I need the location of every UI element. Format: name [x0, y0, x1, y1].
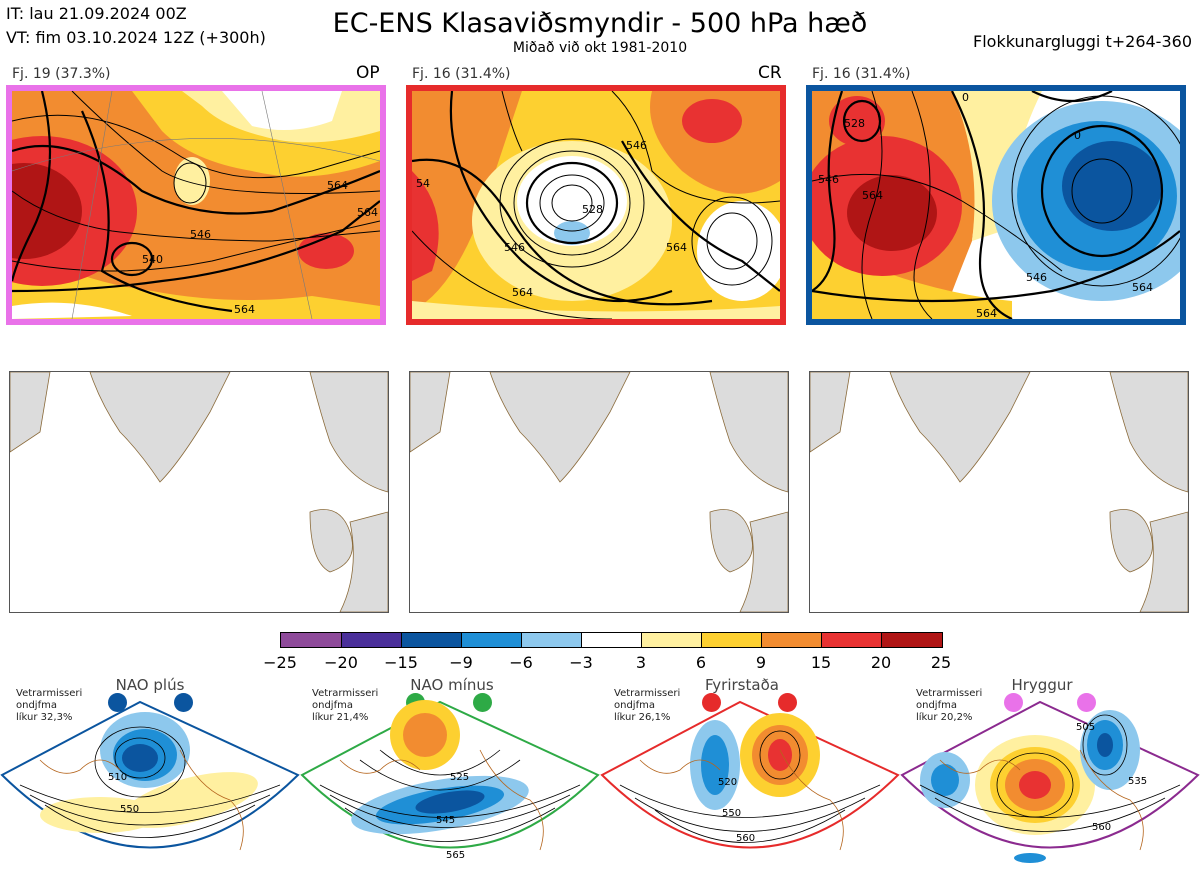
- cluster-3-contour-label: 564: [976, 307, 997, 319]
- regime-2-contour-label: 525: [450, 772, 469, 783]
- regime-4-contour-label: 560: [1092, 822, 1111, 833]
- cluster-1-contour-label: 564: [357, 206, 378, 219]
- cluster-3-contour-label: 546: [818, 173, 839, 186]
- classification-window: Flokkunargluggi t+264-360: [973, 32, 1192, 51]
- colorbar-tick: 25: [930, 653, 952, 672]
- cluster-3-contour-label: 0: [962, 91, 969, 104]
- regime-4-map[interactable]: 505 535 560: [900, 690, 1200, 871]
- cluster-2-contour-label: 528: [582, 203, 603, 216]
- cluster-2-tag: CR: [758, 63, 782, 83]
- regime-2-title: NAO mínus: [410, 676, 494, 694]
- regime-4-note: Vetrarmisseri ondjfma líkur 20,2%: [916, 688, 983, 723]
- colorbar-tick: 9: [755, 653, 767, 672]
- regime-3-contour-label: 560: [736, 833, 755, 844]
- regime-3-title: Fyrirstaða: [705, 676, 779, 694]
- cluster-2-map[interactable]: 528 546 564 564 546 592 54: [406, 85, 786, 325]
- init-time: IT: lau 21.09.2024 00Z: [6, 4, 187, 23]
- colorbar-tick: −6: [509, 653, 533, 672]
- cluster-3-label: Fj. 16 (31.4%): [812, 66, 911, 82]
- colorbar-cell: [341, 632, 402, 648]
- cluster-2-label: Fj. 16 (31.4%): [412, 66, 511, 82]
- colorbar-tick: −20: [324, 653, 358, 672]
- cluster-1-contour-label: 546: [190, 228, 211, 241]
- regime-1-marker: [174, 693, 193, 712]
- regime-1-title: NAO plús: [115, 676, 185, 694]
- colorbar-tick: −9: [449, 653, 473, 672]
- colorbar-tick: 20: [870, 653, 892, 672]
- colorbar-cell: [701, 632, 762, 648]
- cluster-1-contour-label: 92: [298, 317, 312, 319]
- basemap-3: [809, 371, 1189, 613]
- regime-1-note: Vetrarmisseri ondjfma líkur 32,3%: [16, 688, 83, 723]
- cluster-1-contour-label: 564: [234, 303, 255, 316]
- regime-1-contour-label: 550: [120, 804, 139, 815]
- colorbar-cell: [761, 632, 822, 648]
- colorbar-cell: [521, 632, 582, 648]
- colorbar-tick: 15: [810, 653, 832, 672]
- climate-reference: Miðað við okt 1981-2010: [512, 40, 688, 56]
- regime-3-contour-label: 520: [718, 777, 737, 788]
- regime-2-map[interactable]: 525 545 565: [300, 690, 600, 871]
- cluster-1-contour-label: 540: [142, 253, 163, 266]
- regime-2-contour-label: 565: [446, 850, 465, 861]
- cluster-2-contour-label: 546: [504, 241, 525, 254]
- colorbar-tick: −25: [263, 653, 297, 672]
- colorbar-cell: [881, 632, 943, 648]
- colorbar-cell: [821, 632, 882, 648]
- cluster-2-contour-label: 564: [512, 286, 533, 299]
- regime-2-note: Vetrarmisseri ondjfma líkur 21,4%: [312, 688, 379, 723]
- cluster-1-label: Fj. 19 (37.3%): [12, 66, 111, 82]
- cluster-3-contour-label: 0: [1074, 129, 1081, 142]
- colorbar-cell: [401, 632, 462, 648]
- regime-4-title: Hryggur: [1011, 676, 1073, 694]
- cluster-3-contour-label: 528: [844, 117, 865, 130]
- page-title: EC-ENS Klasaviðsmyndir - 500 hPa hæð: [332, 8, 868, 39]
- cluster-2-contour-label: 546: [626, 139, 647, 152]
- colorbar-tick: 3: [635, 653, 647, 672]
- cluster-1-contour-label: 564: [327, 179, 348, 192]
- cluster-3-contour-label: 546: [1026, 271, 1047, 284]
- regime-4-marker: [1077, 693, 1096, 712]
- regime-2-marker: [473, 693, 492, 712]
- cluster-1-tag: OP: [356, 63, 380, 83]
- regime-2-contour-label: 545: [436, 815, 455, 826]
- regime-4-contour-label: 505: [1076, 722, 1095, 733]
- cluster-1-map[interactable]: 546 540 564 564 564 92: [6, 85, 386, 325]
- regime-4-contour-label: 535: [1128, 776, 1147, 787]
- colorbar-tick: −15: [384, 653, 418, 672]
- colorbar-cell: [280, 632, 342, 648]
- cluster-3-contour-label: 564: [1132, 281, 1153, 294]
- colorbar-tick: −3: [569, 653, 593, 672]
- colorbar-tick: 6: [695, 653, 707, 672]
- valid-time: VT: fim 03.10.2024 12Z (+300h): [6, 28, 266, 47]
- regime-3-marker: [702, 693, 721, 712]
- basemap-1: [9, 371, 389, 613]
- cluster-2-contour-label: 564: [666, 241, 687, 254]
- cluster-2-contour-label: 54: [416, 177, 430, 190]
- regime-3-contour-label: 550: [722, 808, 741, 819]
- regime-3-marker: [778, 693, 797, 712]
- regime-1-contour-label: 510: [108, 772, 127, 783]
- regime-1-marker: [108, 693, 127, 712]
- colorbar-cell: [581, 632, 642, 648]
- cluster-3-map[interactable]: 528 546 564 546 564 564 92 0 0: [806, 85, 1186, 325]
- regime-1-map[interactable]: 510 550: [0, 690, 300, 871]
- cluster-3-contour-label: 564: [862, 189, 883, 202]
- regime-3-map[interactable]: 520 550 560: [600, 690, 900, 871]
- regime-4-marker: [1004, 693, 1023, 712]
- colorbar-cell: [461, 632, 522, 648]
- colorbar-cell: [641, 632, 702, 648]
- regime-3-note: Vetrarmisseri ondjfma líkur 26,1%: [614, 688, 681, 723]
- basemap-2: [409, 371, 789, 613]
